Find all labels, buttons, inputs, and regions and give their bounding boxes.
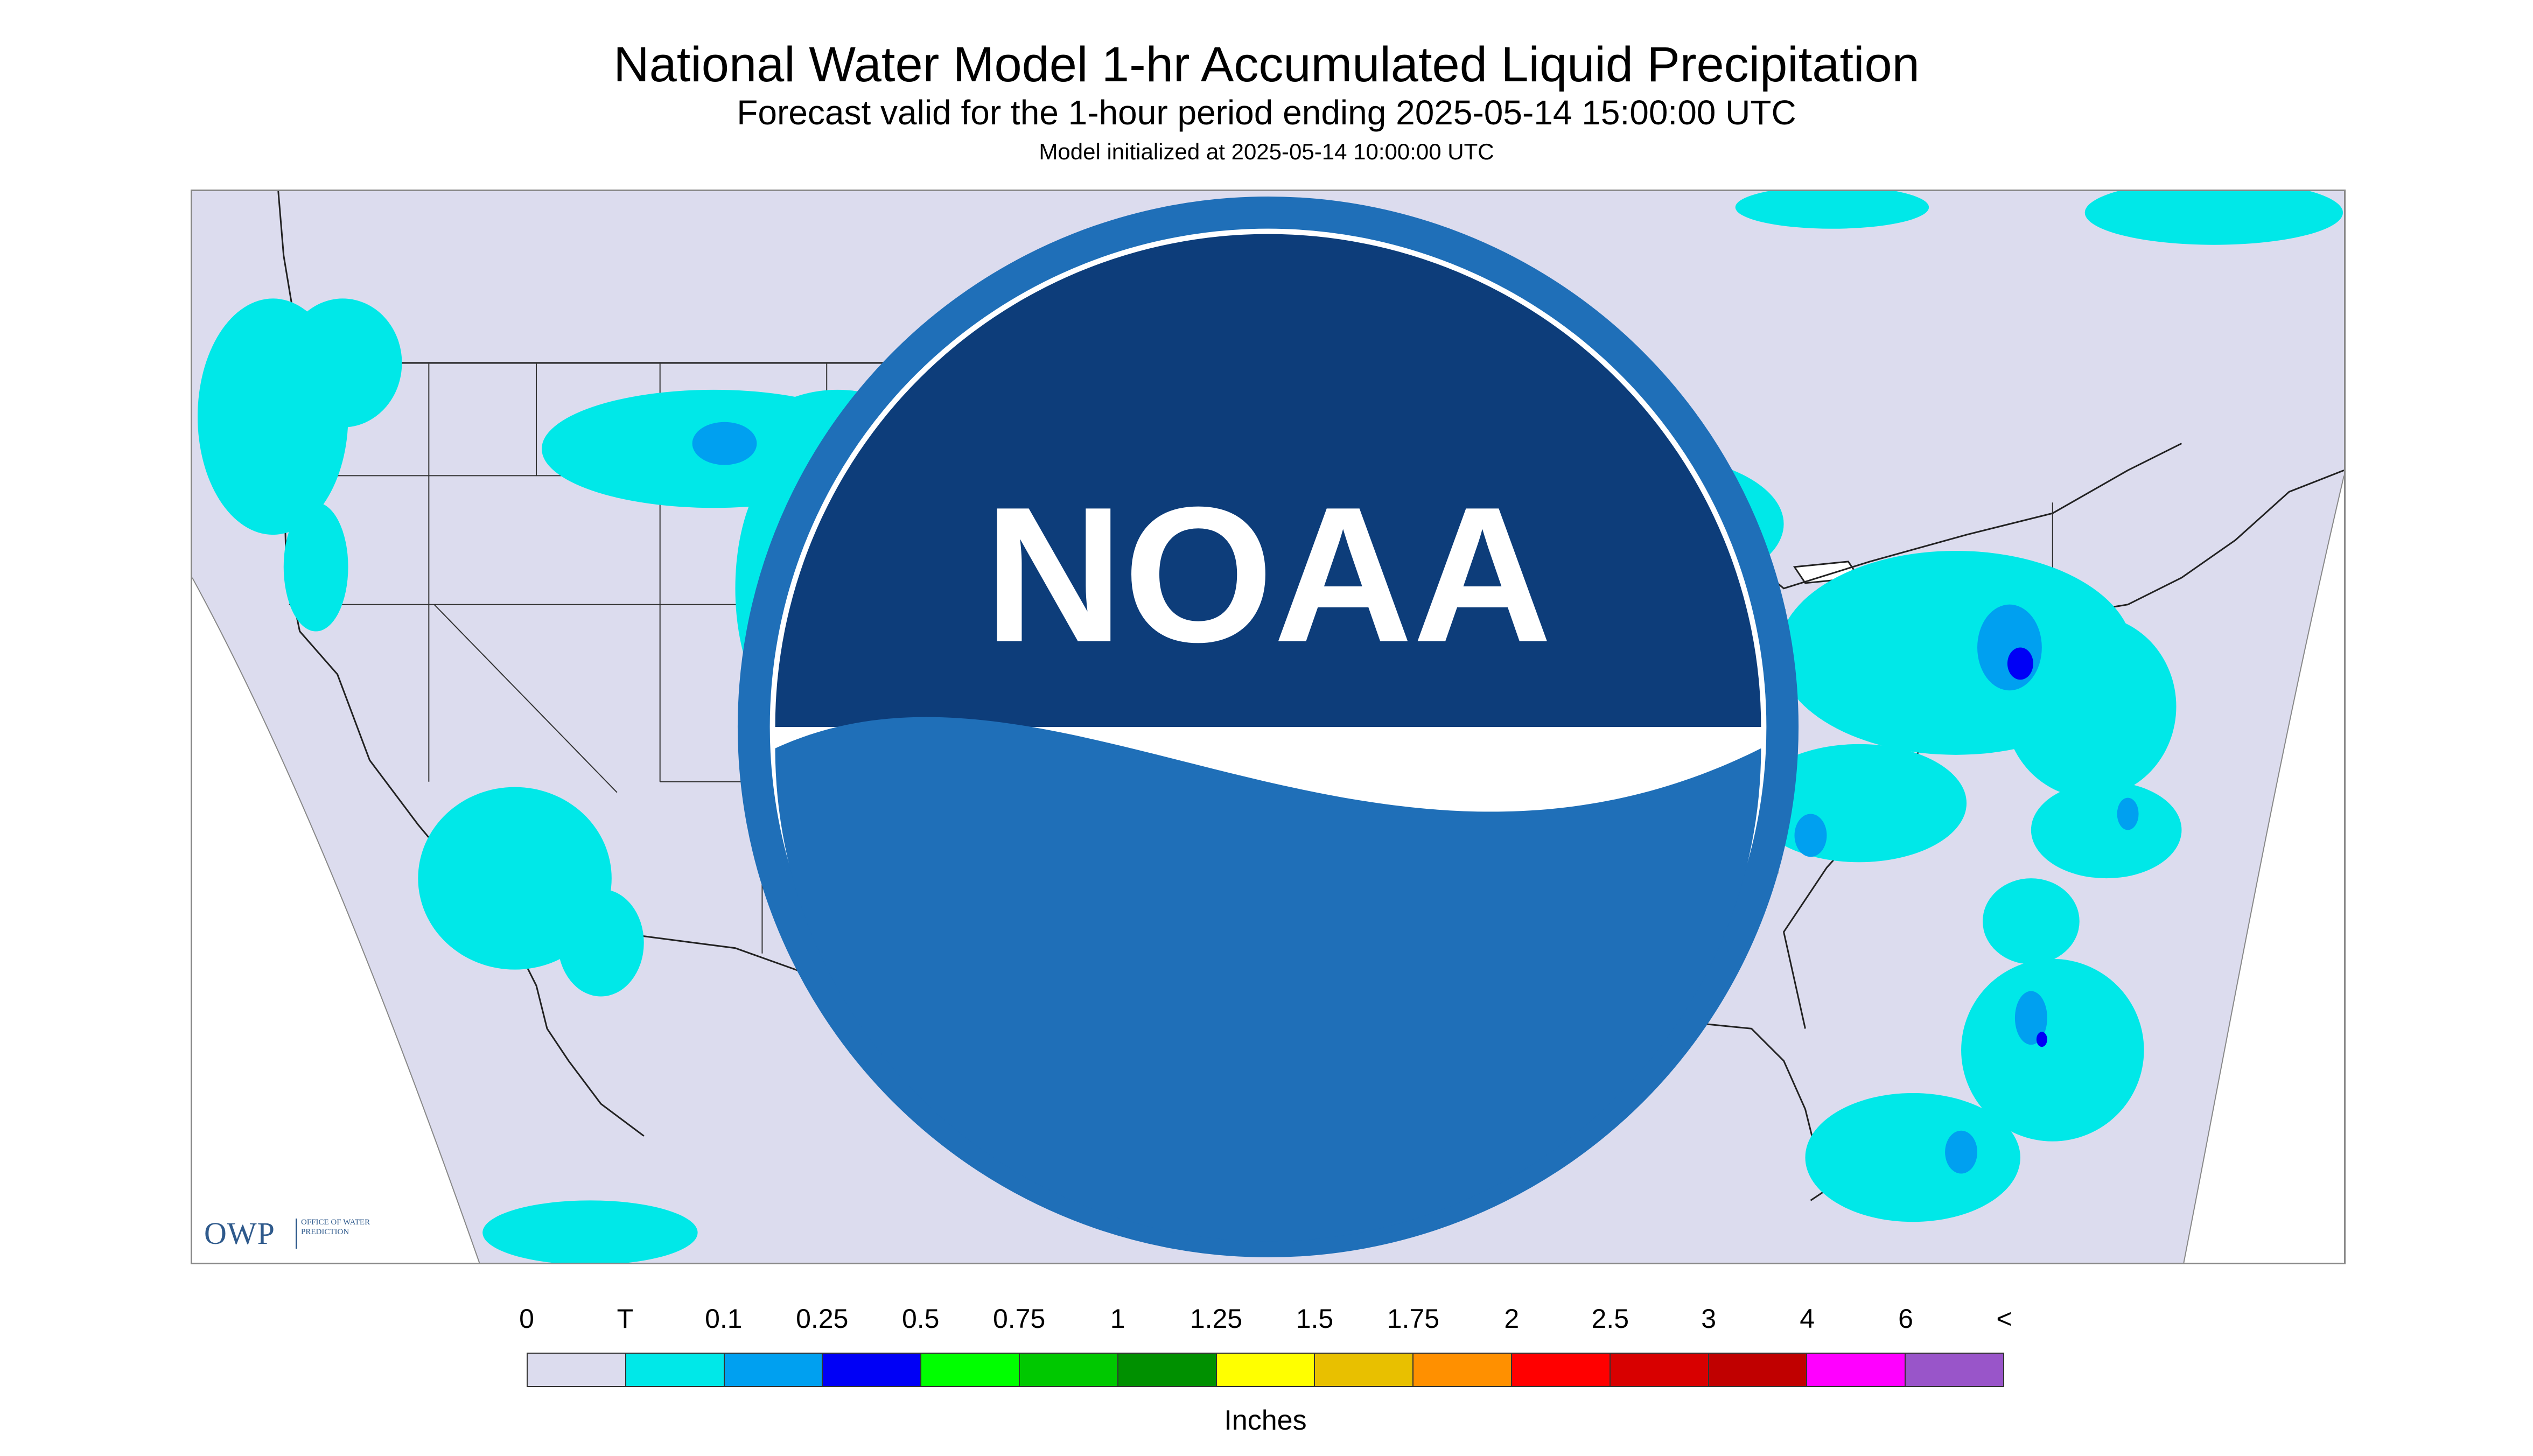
model-init-line: Model initialized at 2025-05-14 10:00:00…: [1039, 139, 1494, 164]
legend-swatch: [1610, 1354, 1709, 1386]
legend-tick-label: 1: [1110, 1304, 1125, 1334]
map-subtitle: Forecast valid for the 1-hour period end…: [737, 93, 1796, 132]
legend-tick-label: 4: [1800, 1304, 1815, 1334]
legend-swatch: [1414, 1354, 1512, 1386]
legend-color-bar: [527, 1353, 2004, 1387]
legend-swatch: [724, 1354, 823, 1386]
domain-edge: [192, 475, 2344, 1263]
owp-letters: OWP: [204, 1216, 275, 1251]
legend-tick-label: 2.5: [1591, 1304, 1629, 1334]
owp-tagline: OFFICE OF WATER PREDICTION: [301, 1218, 370, 1236]
legend-swatch: [1315, 1354, 1414, 1386]
legend-units: Inches: [1224, 1405, 1307, 1436]
legend-tick-label: T: [617, 1304, 634, 1334]
legend-tick-label: 0.1: [705, 1304, 743, 1334]
legend-tick-label: 1.75: [1387, 1304, 1440, 1334]
legend-swatch: [626, 1354, 725, 1386]
legend-tick-label: 6: [1898, 1304, 1913, 1334]
legend-tick-label: 2: [1504, 1304, 1520, 1334]
noaa-logo-text: NOAA: [984, 467, 1552, 682]
legend-swatch: [1807, 1354, 1906, 1386]
noaa-logo: NOAA: [737, 196, 1799, 1258]
legend-tick-label: 1.5: [1296, 1304, 1334, 1334]
legend-swatch: [1216, 1354, 1316, 1386]
precipitation-map: OWP OFFICE OF WATER PREDICTION NOAA: [191, 190, 2346, 1264]
legend-tick-label: 0.75: [992, 1304, 1046, 1334]
owp-divider: [296, 1219, 297, 1249]
legend-swatch: [1512, 1354, 1611, 1386]
legend-swatch: [1019, 1354, 1118, 1386]
legend-tick-label: 0: [519, 1304, 534, 1334]
owp-logo: OWP OFFICE OF WATER PREDICTION: [204, 1214, 376, 1252]
legend-tick-label: 3: [1701, 1304, 1717, 1334]
precip-legend: 0 T 0.1 0.25 0.5 0.75 1 1.25 1.5 1.75 2 2.5 3 4 6 < Inc…: [519, 1303, 2012, 1443]
legend-swatch: [1906, 1354, 2003, 1386]
map-title: National Water Model 1-hr Accumulated Li…: [613, 37, 1920, 92]
legend-swatch: [528, 1354, 626, 1386]
legend-tick-label: <: [1996, 1304, 2012, 1334]
legend-tick-label: 0.5: [901, 1304, 940, 1334]
legend-swatch: [921, 1354, 1020, 1386]
precip-moderate: [2007, 647, 2047, 1047]
legend-swatch: [823, 1354, 922, 1386]
legend-swatch: [1118, 1354, 1217, 1386]
legend-swatch: [1709, 1354, 1808, 1386]
legend-tick-label: 0.25: [796, 1304, 849, 1334]
legend-tick-label: 1.25: [1189, 1304, 1243, 1334]
